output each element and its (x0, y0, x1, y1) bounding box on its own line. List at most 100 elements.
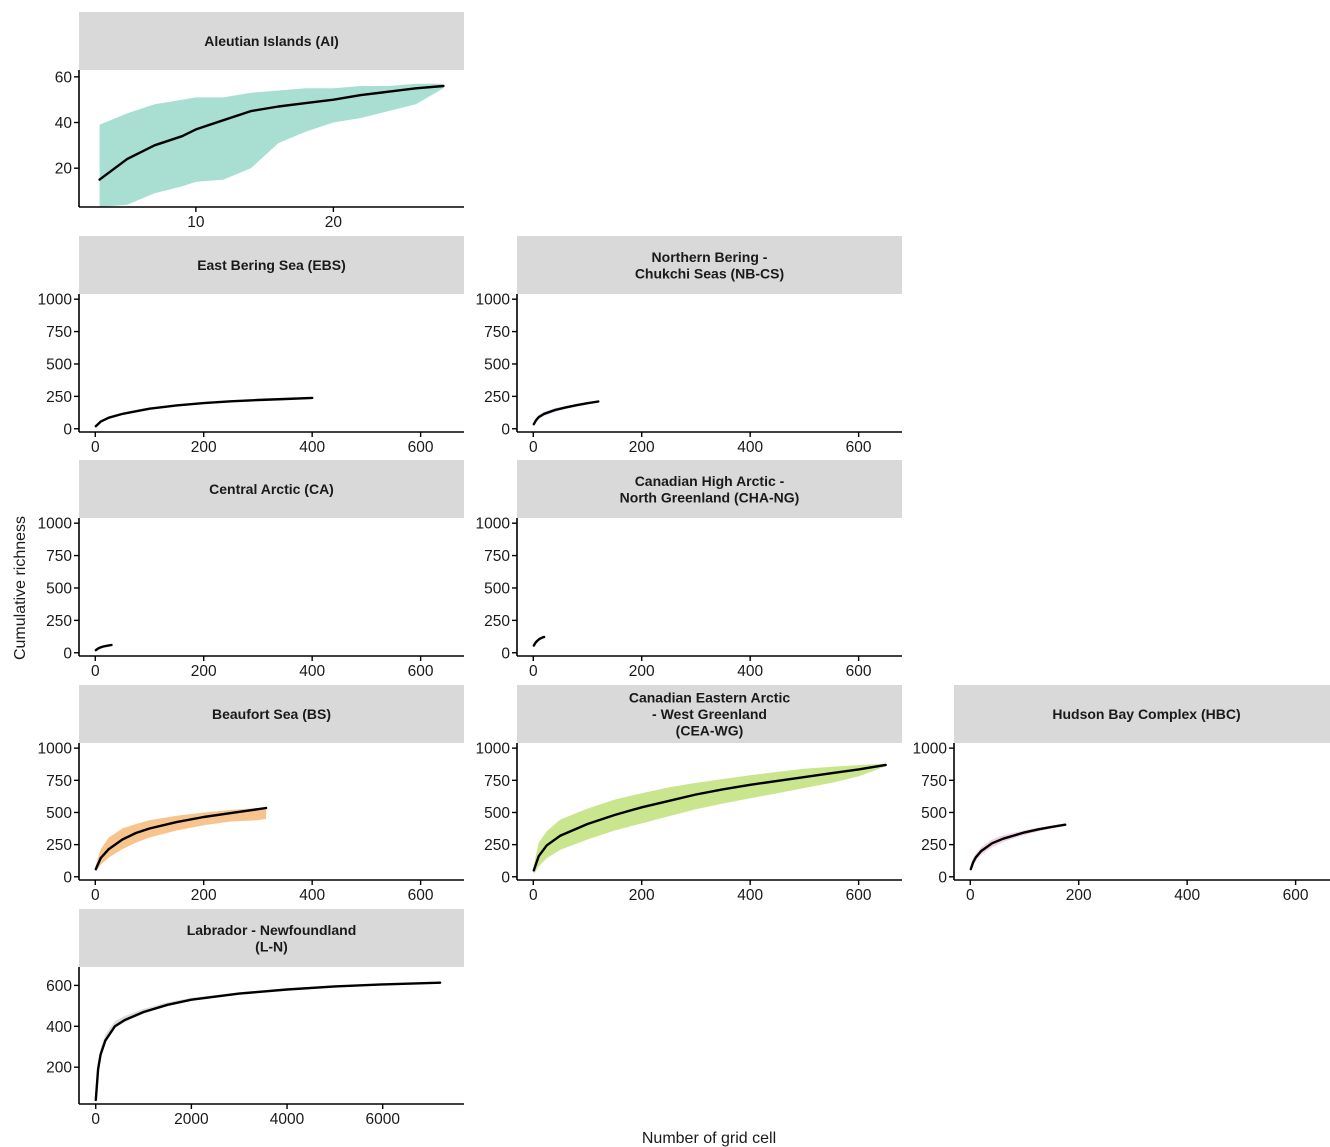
x-tick-label: 400 (299, 663, 325, 680)
y-tick-label: 250 (484, 613, 510, 630)
y-tick-label: 500 (484, 580, 510, 597)
y-tick-label: 400 (46, 1019, 72, 1036)
y-tick-label: 0 (501, 645, 510, 662)
panel: Canadian High Arctic -North Greenland (C… (476, 460, 902, 680)
x-tick-label: 6000 (365, 1111, 400, 1128)
y-tick-label: 250 (46, 613, 72, 630)
y-tick-label: 40 (55, 115, 73, 132)
confidence-band (533, 763, 886, 875)
panel-title: North Greenland (CHA-NG) (620, 489, 800, 505)
x-tick-label: 200 (629, 887, 655, 904)
y-tick-label: 750 (46, 324, 72, 341)
panel-title: (CEA-WG) (676, 723, 744, 739)
y-tick-label: 750 (484, 773, 510, 790)
panel-title: Aleutian Islands (AI) (204, 33, 339, 49)
panel-strip (954, 685, 1330, 743)
x-tick-label: 0 (966, 887, 975, 904)
panel: Aleutian Islands (AI) 10 20 20 40 60 (55, 12, 464, 231)
richness-curve (532, 400, 600, 426)
x-tick-label: 600 (846, 887, 872, 904)
y-tick-label: 0 (63, 421, 72, 438)
x-tick-label: 400 (737, 663, 763, 680)
y-tick-label: 1000 (476, 741, 511, 758)
confidence-band (99, 83, 444, 207)
panel: Beaufort Sea (BS) 0 200 400 600 0 250 500 750 100… (38, 685, 464, 904)
y-tick-label: 0 (63, 645, 72, 662)
panel: Labrador - Newfoundland(L-N) 0 2000 4000 600… (46, 909, 464, 1128)
x-tick-label: 400 (1174, 887, 1200, 904)
y-tick-label: 750 (484, 548, 510, 565)
x-axis-title: Number of grid cell (642, 1130, 776, 1147)
x-tick-label: 0 (529, 439, 538, 456)
y-tick-label: 250 (46, 837, 72, 854)
y-tick-label: 0 (501, 421, 510, 438)
y-tick-label: 250 (921, 837, 947, 854)
x-tick-label: 2000 (174, 1111, 209, 1128)
richness-curve (94, 396, 314, 428)
y-tick-label: 60 (55, 69, 73, 86)
y-tick-label: 500 (46, 805, 72, 822)
panel-strip (517, 685, 902, 743)
y-tick-label: 600 (46, 978, 72, 995)
panel-title: - West Greenland (652, 706, 767, 722)
x-tick-label: 0 (91, 663, 100, 680)
x-tick-label: 0 (91, 439, 100, 456)
x-tick-label: 400 (299, 439, 325, 456)
richness-curve (532, 635, 546, 647)
x-tick-label: 200 (629, 663, 655, 680)
panel-title: Labrador - Newfoundland (187, 922, 357, 938)
panel-strip (79, 12, 464, 70)
y-tick-label: 0 (63, 869, 72, 886)
x-tick-label: 600 (1283, 887, 1309, 904)
confidence-band (95, 807, 267, 872)
x-tick-label: 0 (91, 1111, 100, 1128)
panel-strip (79, 236, 464, 294)
y-tick-label: 750 (46, 773, 72, 790)
y-axis-title: Cumulative richness (12, 516, 29, 660)
x-tick-label: 0 (91, 887, 100, 904)
y-tick-label: 250 (484, 389, 510, 406)
panel-title: Canadian Eastern Arctic (629, 690, 791, 706)
richness-curve (98, 84, 445, 181)
panel: East Bering Sea (EBS) 0 200 400 600 0 250 500 75… (38, 236, 464, 456)
y-tick-label: 250 (484, 837, 510, 854)
x-tick-label: 200 (191, 439, 217, 456)
y-tick-label: 20 (55, 161, 73, 178)
y-tick-label: 750 (484, 324, 510, 341)
richness-curve (94, 806, 268, 871)
panel-title: Northern Bering - (652, 249, 768, 265)
panel-title: Central Arctic (CA) (209, 481, 334, 497)
y-tick-label: 1000 (38, 292, 73, 309)
x-tick-label: 20 (325, 214, 343, 231)
panel-title: (L-N) (255, 938, 288, 954)
y-tick-label: 1000 (38, 516, 73, 533)
y-tick-label: 750 (46, 548, 72, 565)
panel: Hudson Bay Complex (HBC) 0 200 400 600 0 250 50… (913, 685, 1330, 904)
richness-curve (94, 981, 442, 1102)
x-tick-label: 4000 (270, 1111, 305, 1128)
x-tick-label: 10 (187, 214, 205, 231)
x-tick-label: 0 (529, 887, 538, 904)
y-tick-label: 0 (938, 869, 947, 886)
panel-strip (79, 460, 464, 518)
x-tick-label: 0 (529, 663, 538, 680)
y-tick-label: 1000 (913, 741, 948, 758)
x-tick-label: 200 (191, 663, 217, 680)
panel: Central Arctic (CA) 0 200 400 600 0 250 500 750 1… (38, 460, 464, 680)
panel-title: Canadian High Arctic - (635, 473, 785, 489)
x-tick-label: 600 (408, 887, 434, 904)
x-tick-label: 600 (408, 663, 434, 680)
y-tick-label: 500 (484, 805, 510, 822)
y-tick-label: 500 (921, 805, 947, 822)
y-tick-label: 500 (46, 356, 72, 373)
panel-strip (79, 909, 464, 967)
y-tick-label: 500 (46, 580, 72, 597)
y-tick-label: 250 (46, 389, 72, 406)
x-tick-label: 200 (629, 439, 655, 456)
y-tick-label: 1000 (476, 292, 511, 309)
panel-strip (517, 236, 902, 294)
y-tick-label: 500 (484, 356, 510, 373)
y-tick-label: 750 (921, 773, 947, 790)
panels-group: Aleutian Islands (AI) 10 20 20 40 60 East Beri… (38, 12, 1330, 1128)
